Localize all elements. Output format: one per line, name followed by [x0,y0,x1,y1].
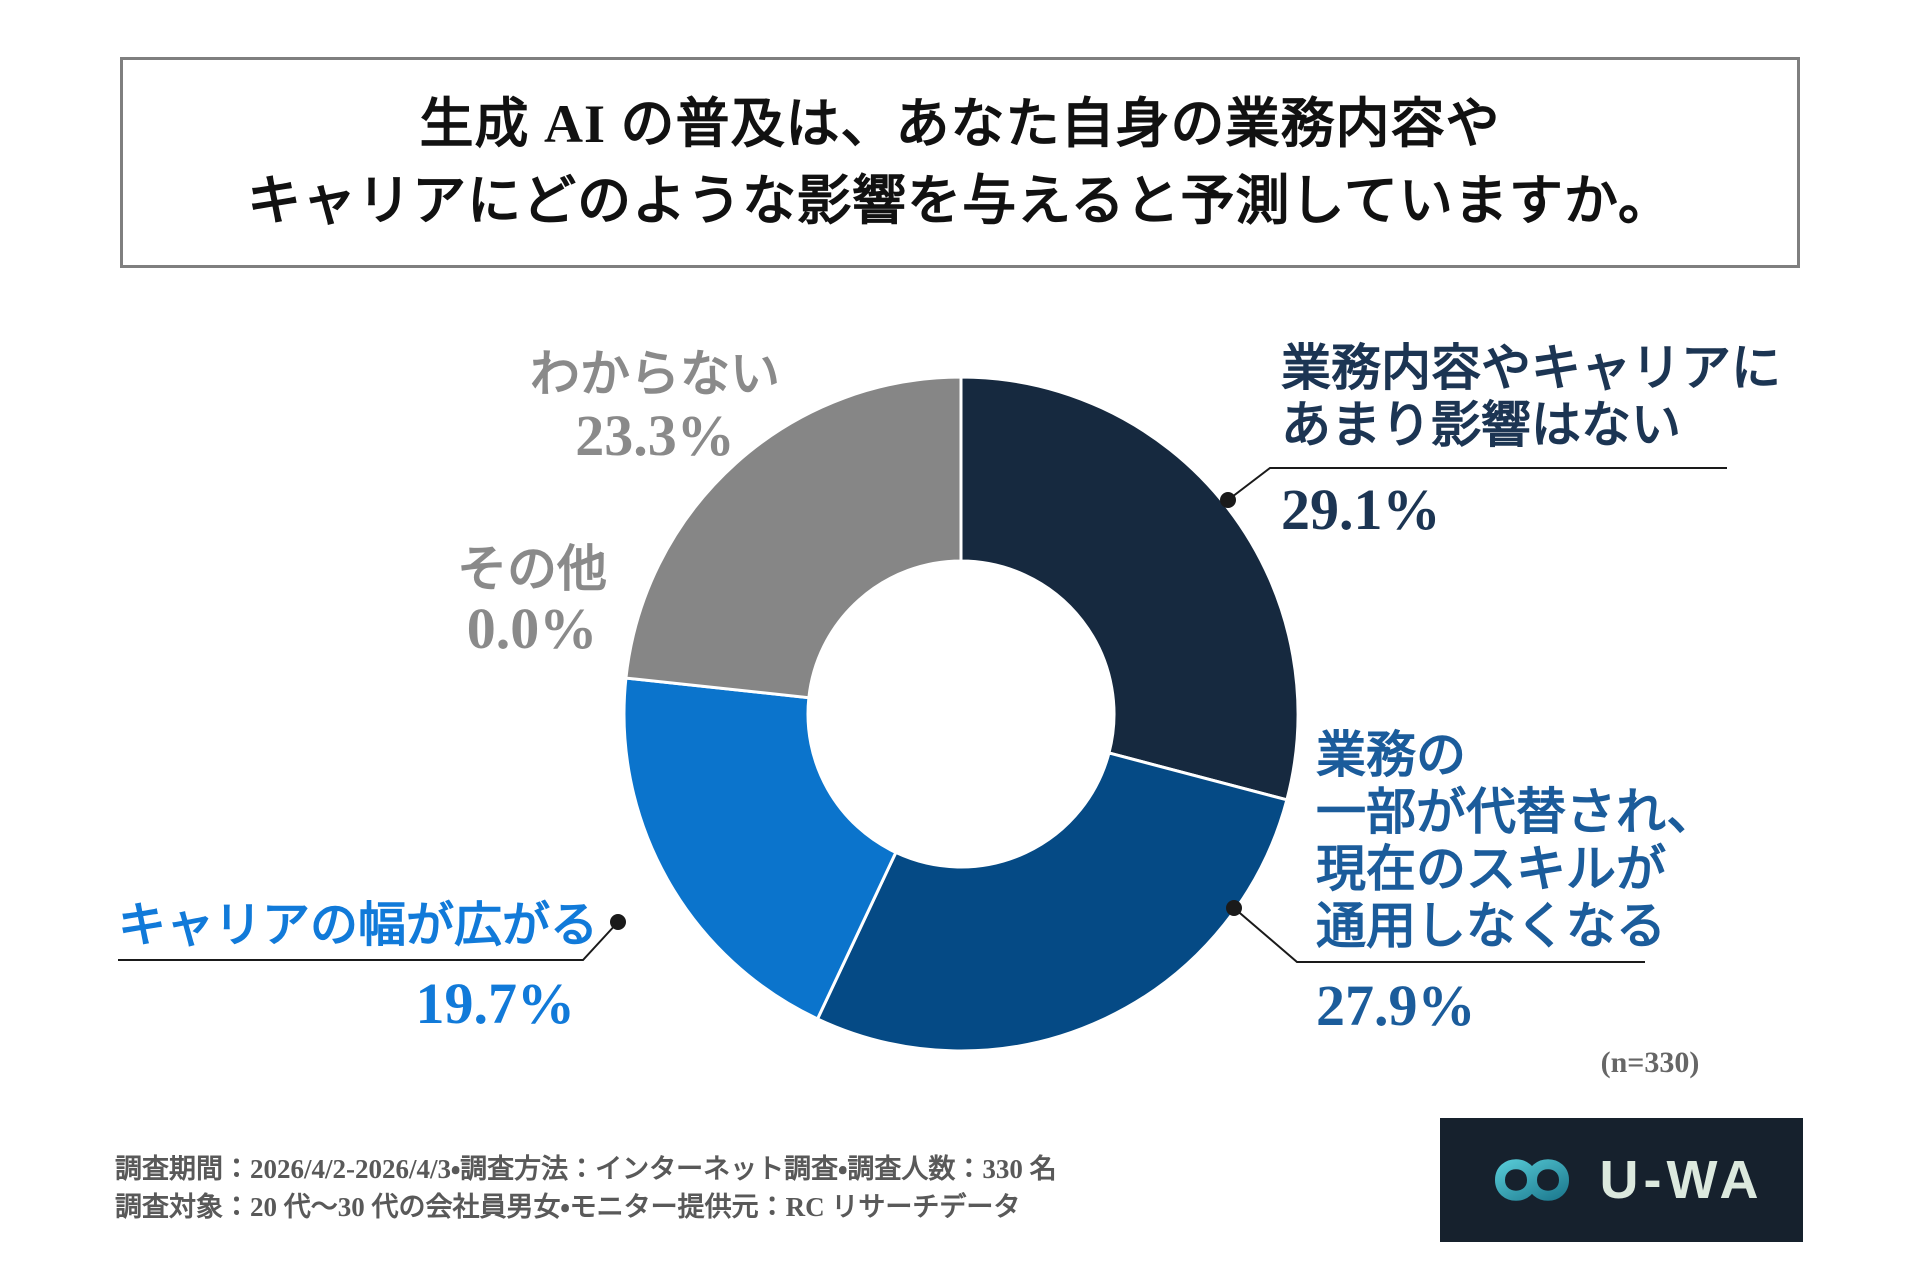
callout-no-impact: 業務内容やキャリアに あまり影響はない [1281,340,1781,454]
page-title-line-2: キャリアにどのような影響を与えると予測していますか。 [247,170,1673,231]
leader-line-career [118,921,619,961]
callout-replaced-line-4: 通用しなくなる [1316,898,1666,954]
leader-dot-career [610,914,626,930]
brand-logo-text: U-WA [1599,1150,1764,1210]
survey-notes-line-1: 調査期間：2026/4/2-2026/4/3・調査方法：インターネット調査・調査… [115,1154,1057,1184]
callout-no-impact-line-1: 業務内容やキャリアに [1281,340,1781,396]
leader-dot-replaced [1226,900,1242,916]
survey-notes: 調査期間：2026/4/2-2026/4/3・調査方法：インターネット調査・調査… [115,1150,1057,1226]
callout-unknown: わからない [530,346,780,402]
title-box: 生成 AI の普及は、あなた自身の業務内容や キャリアにどのような影響を与えると… [120,57,1800,268]
donut-slice-1 [815,751,1289,1053]
callout-replaced-line-1: 業務の [1316,727,1466,783]
infinity-icon [1494,1159,1569,1201]
donut-slice-0 [959,375,1300,802]
callout-other-pct: 0.0% [466,596,598,661]
leader-dot-no-impact [1220,492,1236,508]
page-title-line-1: 生成 AI の普及は、あなた自身の業務内容や [419,93,1501,154]
callout-other: その他 [457,541,607,597]
callout-unknown-pct: 23.3% [575,403,735,468]
callout-replaced-line-2: 一部が代替され、 [1316,784,1717,840]
callout-career-pct: 19.7% [415,971,576,1036]
survey-notes-line-2: 調査対象：20 代～30 代の会社員男女・モニター提供元：RC リサーチデータ [115,1192,1021,1222]
leader-line-replaced [1233,907,1645,963]
callout-replaced-pct: 27.9% [1316,973,1476,1038]
brand-logo: U-WA [1440,1118,1803,1242]
callout-replaced: 業務の 一部が代替され、 現在のスキルが 通用しなくなる [1316,727,1717,955]
leader-lines [118,467,1727,963]
leader-dots [610,492,1242,930]
callout-career: キャリアの幅が広がる [118,899,599,952]
callout-no-impact-pct: 29.1% [1281,477,1441,542]
donut-slice-2 [622,676,898,1021]
callout-no-impact-line-2: あまり影響はない [1281,397,1681,453]
sample-size-note: (n=330) [1600,1046,1700,1079]
donut-slices [622,375,1300,1053]
callout-replaced-line-3: 現在のスキルが [1316,841,1666,897]
leader-line-no-impact [1227,467,1727,501]
donut-slice-4 [624,375,963,700]
